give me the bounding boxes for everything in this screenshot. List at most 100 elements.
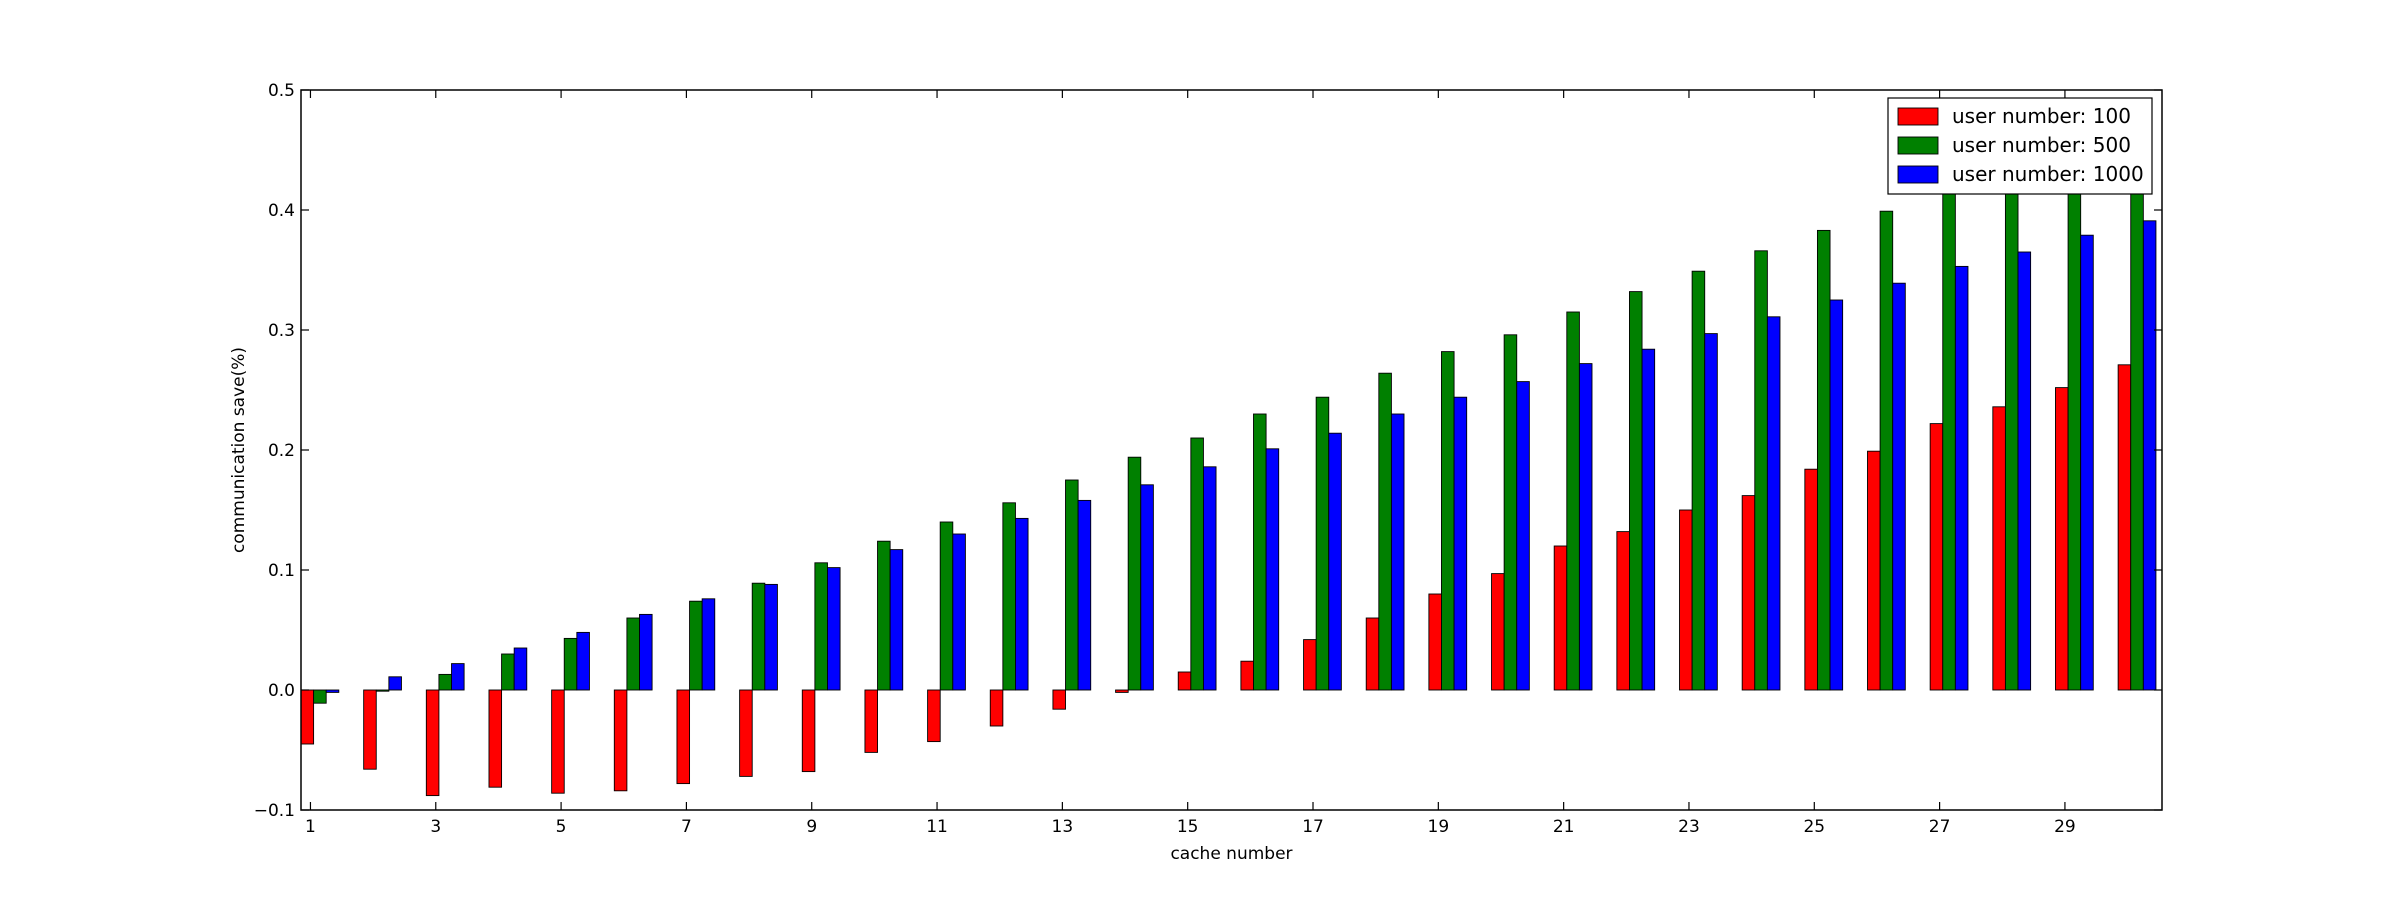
bar-series3-cache-29 bbox=[2080, 234, 2094, 691]
legend-swatch-2 bbox=[1897, 136, 1939, 155]
x-tick-label: 21 bbox=[1553, 817, 1575, 837]
bar-series3-cache-9 bbox=[827, 567, 841, 691]
bar-series2-cache-30 bbox=[2130, 184, 2144, 691]
bar-series2-cache-15 bbox=[1190, 437, 1204, 691]
bar-series2-cache-29 bbox=[2067, 184, 2082, 691]
bar-series3-cache-10 bbox=[889, 549, 904, 691]
y-tick-label: 0.2 bbox=[268, 441, 295, 461]
y-tick-label: 0.0 bbox=[268, 681, 295, 701]
bar-series1-cache-9 bbox=[801, 689, 816, 773]
bar-series3-cache-21 bbox=[1578, 363, 1593, 691]
bar-series1-cache-12 bbox=[989, 689, 1004, 727]
bar-series1-cache-11 bbox=[927, 689, 941, 743]
bar-series1-cache-1 bbox=[300, 689, 315, 745]
bar-series1-cache-30 bbox=[2117, 364, 2132, 691]
bar-series1-cache-4 bbox=[488, 689, 503, 788]
legend-label-2: user number: 500 bbox=[1952, 133, 2131, 157]
bar-series2-cache-10 bbox=[877, 540, 891, 691]
x-tick-label: 11 bbox=[926, 817, 948, 837]
bar-series1-cache-20 bbox=[1491, 573, 1505, 691]
bar-series1-cache-15 bbox=[1177, 671, 1192, 691]
bar-series1-cache-10 bbox=[864, 689, 878, 753]
bar-series2-cache-2 bbox=[375, 689, 390, 692]
x-tick-label: 13 bbox=[1052, 817, 1074, 837]
bar-series1-cache-29 bbox=[2055, 387, 2069, 691]
bar-series2-cache-1 bbox=[313, 689, 327, 704]
y-tick-label: 0.4 bbox=[268, 201, 295, 221]
bar-series1-cache-23 bbox=[1679, 509, 1693, 691]
bar-series2-cache-17 bbox=[1315, 396, 1330, 691]
bar-series2-cache-13 bbox=[1065, 479, 1079, 691]
bar-series2-cache-11 bbox=[939, 521, 954, 691]
bar-series3-cache-20 bbox=[1516, 381, 1530, 691]
bar-series3-cache-6 bbox=[639, 613, 653, 691]
bar-series3-cache-11 bbox=[952, 533, 966, 691]
bar-series2-cache-24 bbox=[1754, 250, 1768, 691]
bar-series1-cache-21 bbox=[1553, 545, 1568, 691]
legend: user number: 100 user number: 500 user num… bbox=[1887, 97, 2153, 195]
bar-series2-cache-6 bbox=[626, 617, 640, 691]
x-tick-label: 1 bbox=[305, 817, 316, 837]
bar-series2-cache-22 bbox=[1629, 291, 1643, 691]
bar-series1-cache-5 bbox=[551, 689, 565, 794]
y-tick-label: −0.1 bbox=[254, 801, 295, 821]
x-tick-label: 19 bbox=[1428, 817, 1450, 837]
bar-series3-cache-28 bbox=[2017, 251, 2032, 691]
bar-series3-cache-12 bbox=[1015, 517, 1029, 691]
bar-series2-cache-7 bbox=[689, 600, 703, 691]
bar-series3-cache-16 bbox=[1265, 448, 1280, 691]
bar-series2-cache-14 bbox=[1127, 456, 1142, 691]
bar-series3-cache-2 bbox=[388, 676, 402, 691]
bar-series2-cache-23 bbox=[1691, 270, 1706, 691]
bar-series3-cache-7 bbox=[701, 598, 716, 691]
legend-label-3: user number: 1000 bbox=[1952, 162, 2144, 186]
bar-series3-cache-3 bbox=[451, 663, 465, 691]
bar-series3-cache-5 bbox=[576, 631, 590, 691]
bar-series2-cache-16 bbox=[1253, 413, 1267, 691]
bar-series3-cache-15 bbox=[1202, 466, 1217, 691]
bar-series2-cache-3 bbox=[438, 673, 452, 691]
bar-series1-cache-7 bbox=[676, 689, 691, 785]
bar-series3-cache-18 bbox=[1390, 413, 1405, 691]
x-axis: 1 3 5 7 9 11 13 15 17 19 21 23 25 27 29 bbox=[305, 90, 2076, 837]
bar-series1-cache-22 bbox=[1616, 531, 1630, 691]
bars-layer bbox=[300, 184, 2157, 797]
x-tick-label: 17 bbox=[1302, 817, 1324, 837]
bar-series3-cache-27 bbox=[1954, 265, 1969, 691]
bar-series3-cache-23 bbox=[1704, 333, 1718, 691]
y-axis: −0.1 0.0 0.1 0.2 0.3 0.4 0.5 bbox=[254, 81, 2162, 821]
x-tick-label: 7 bbox=[681, 817, 692, 837]
y-tick-label: 0.3 bbox=[268, 321, 295, 341]
bar-series1-cache-2 bbox=[363, 689, 377, 770]
x-tick-label: 23 bbox=[1678, 817, 1700, 837]
bar-series3-cache-13 bbox=[1077, 499, 1092, 691]
bar-series2-cache-4 bbox=[501, 653, 515, 691]
legend-swatch-3 bbox=[1897, 165, 1939, 184]
bar-series1-cache-8 bbox=[739, 689, 753, 777]
y-axis-label: communication save(%) bbox=[229, 347, 249, 553]
bar-series1-cache-25 bbox=[1804, 468, 1818, 691]
bar-series3-cache-22 bbox=[1641, 348, 1656, 691]
bar-series2-cache-12 bbox=[1002, 502, 1016, 691]
bar-series1-cache-14 bbox=[1115, 689, 1129, 693]
bar-series2-cache-21 bbox=[1566, 311, 1580, 691]
bar-series3-cache-1 bbox=[325, 689, 340, 693]
bar-series3-cache-4 bbox=[513, 647, 528, 691]
x-tick-label: 5 bbox=[556, 817, 567, 837]
x-tick-label: 29 bbox=[2054, 817, 2076, 837]
bar-series1-cache-6 bbox=[613, 689, 628, 792]
bar-series3-cache-8 bbox=[764, 583, 778, 691]
bar-series1-cache-16 bbox=[1240, 660, 1254, 691]
bar-series2-cache-8 bbox=[751, 582, 766, 691]
legend-swatch-1 bbox=[1897, 107, 1939, 126]
x-tick-label: 25 bbox=[1803, 817, 1825, 837]
bar-series2-cache-19 bbox=[1441, 351, 1455, 691]
bar-series1-cache-18 bbox=[1365, 617, 1380, 691]
bar-series1-cache-27 bbox=[1929, 423, 1944, 691]
bar-series2-cache-28 bbox=[2004, 184, 2019, 691]
bar-series2-cache-18 bbox=[1378, 372, 1392, 691]
bar-series2-cache-27 bbox=[1942, 185, 1956, 691]
bar-series1-cache-28 bbox=[1992, 406, 2006, 691]
x-tick-label: 27 bbox=[1929, 817, 1951, 837]
